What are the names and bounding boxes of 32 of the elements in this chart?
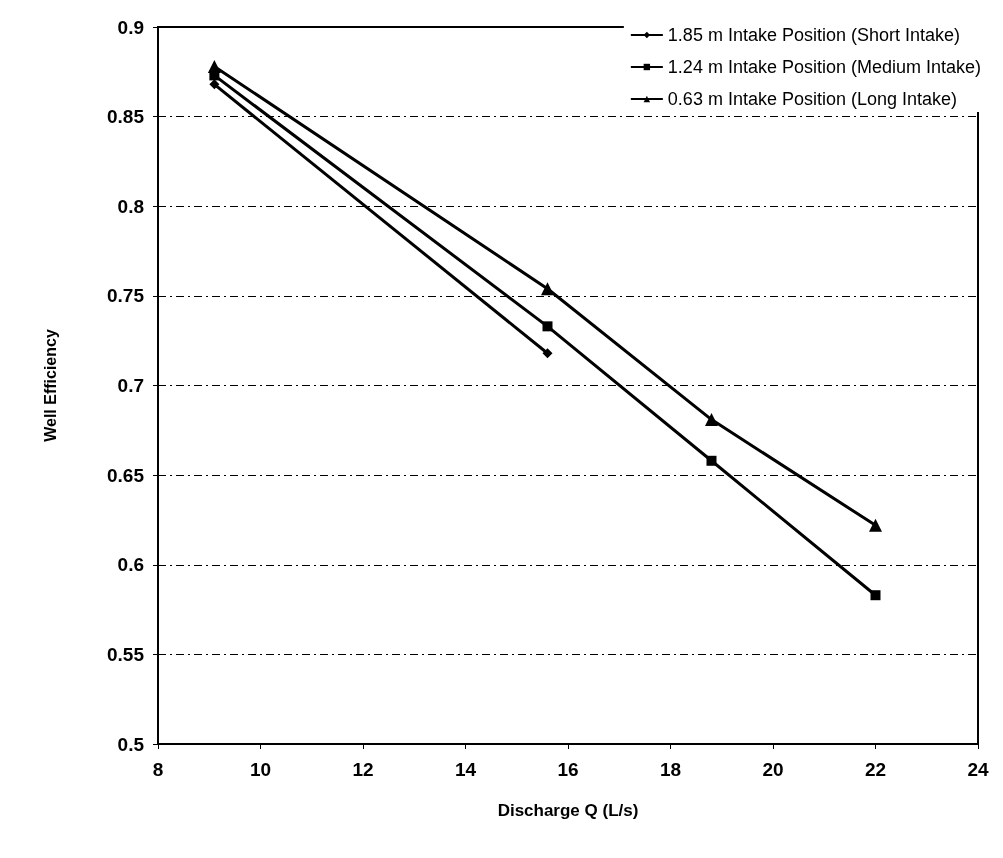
x-tick-label: 14 [454,759,477,780]
x-tick-label: 12 [352,759,374,780]
point [869,518,882,532]
legend-label: 1.24 m Intake Position (Medium Intake) [667,57,982,77]
y-tick-label: 0.8 [117,195,144,217]
point [542,321,553,332]
x-tick-label: 24 [967,759,989,780]
point [207,59,221,73]
y-tick-label: 0.65 [107,464,145,486]
x-tick-label: 16 [557,759,579,780]
x-axis-title: Discharge Q (L/s) [497,801,639,820]
y-axis-title: Well Efficiency [41,329,59,442]
legend-label: 0.63 m Intake Position (Long Intake) [667,89,958,109]
y-tick-label: 0.6 [117,554,144,576]
y-tick-label: 0.55 [107,643,145,665]
x-tick-label: 22 [864,759,887,780]
point [209,79,220,90]
point [542,348,553,359]
y-tick-label: 0.85 [107,106,145,128]
x-tick-label: 8 [152,759,164,780]
y-tick-label: 0.7 [117,375,144,396]
y-tick-label: 0.75 [107,285,145,307]
point [541,282,554,296]
y-tick-label: 0.9 [117,16,144,38]
point [706,455,717,466]
legend-label: 1.85 m Intake Position (Short Intake) [667,25,961,45]
x-tick-label: 10 [249,759,272,780]
x-tick-label: 20 [762,759,784,780]
point [705,413,718,427]
point [870,590,881,601]
y-tick-label: 0.5 [117,733,145,755]
x-tick-label: 18 [659,759,682,780]
